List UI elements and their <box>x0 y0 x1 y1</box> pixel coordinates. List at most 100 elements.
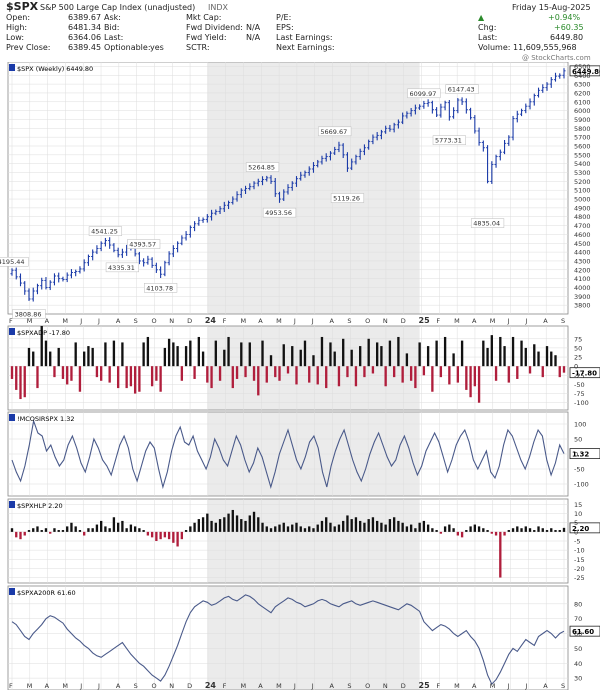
positive-bar <box>176 346 179 367</box>
negative-bar <box>49 531 52 534</box>
y-tick-label: 4900 <box>574 204 591 212</box>
y-tick-label: 4700 <box>574 222 591 230</box>
positive-bar <box>418 522 421 532</box>
positive-bar <box>201 351 205 367</box>
price-annotation-box <box>12 309 46 319</box>
chg-value: +60.35 <box>554 23 584 32</box>
price-annotation-box <box>432 135 466 145</box>
y-tick-label: 5400 <box>574 160 591 168</box>
x-tick-label: M <box>276 317 282 325</box>
positive-bar <box>184 530 188 532</box>
negative-bar <box>23 366 26 398</box>
negative-bar <box>422 366 426 376</box>
x-tick-label: F <box>223 317 227 325</box>
positive-bar <box>342 520 345 532</box>
positive-bar <box>278 524 281 532</box>
price-annotation-box <box>330 193 365 203</box>
positive-bar <box>367 519 370 532</box>
positive-bar <box>40 530 43 532</box>
positive-bar <box>231 509 234 532</box>
price-annotation: 5669.67 <box>320 128 347 136</box>
x-tick-label: A <box>116 682 121 690</box>
positive-bar <box>346 515 349 532</box>
positive-bar <box>443 526 447 532</box>
x-tick-label: 24 <box>205 316 217 325</box>
negative-bar <box>244 366 247 378</box>
positive-bar <box>44 340 48 367</box>
panel-title: !MCOSIRSPX 1.32 <box>17 415 74 423</box>
y-tick-label: 4000 <box>574 284 591 292</box>
negative-bar <box>61 366 65 379</box>
positive-bar <box>426 524 430 532</box>
negative-bar <box>477 366 481 403</box>
negative-bar <box>494 366 498 381</box>
negative-bar <box>150 366 154 387</box>
price-annotation-box <box>105 262 140 273</box>
last-value-badge <box>569 625 600 637</box>
positive-bar <box>545 530 549 532</box>
y-tick-label: -25 <box>574 372 585 380</box>
positive-bar <box>240 342 243 367</box>
positive-bar <box>44 528 48 532</box>
negative-bar <box>150 531 154 538</box>
positive-bar <box>61 530 65 532</box>
last-value-label: 2.20 <box>572 525 589 533</box>
negative-bar <box>516 366 519 379</box>
x-tick-label: S <box>561 317 565 325</box>
positive-bar <box>354 517 358 532</box>
positive-bar <box>545 346 549 367</box>
positive-bar <box>240 519 243 532</box>
positive-bar <box>325 517 328 532</box>
negative-bar <box>83 531 86 536</box>
negative-bar <box>66 366 69 385</box>
negative-bar <box>503 531 506 536</box>
x-tick-label: A <box>258 682 263 690</box>
y-tick-label: 50 <box>574 436 582 444</box>
positive-bar <box>201 517 205 532</box>
negative-bar <box>53 366 56 378</box>
positive-bar <box>312 528 315 532</box>
y-tick-label: 0 <box>574 528 578 536</box>
negative-bar <box>210 366 213 389</box>
negative-bar <box>176 531 179 547</box>
negative-bar <box>218 366 222 381</box>
positive-bar <box>235 515 239 532</box>
negative-bar <box>129 366 133 387</box>
field-label: Mkt Cap: <box>186 13 222 22</box>
positive-bar <box>435 340 438 367</box>
year-shade <box>207 586 420 690</box>
negative-bar <box>95 366 99 378</box>
negative-bar <box>155 366 158 381</box>
x-tick-label: J <box>97 317 100 325</box>
positive-bar <box>53 528 56 532</box>
x-tick-label: J <box>79 317 82 325</box>
negative-bar <box>308 366 311 383</box>
x-tick-label: J <box>524 317 527 325</box>
negative-bar <box>337 366 341 387</box>
negative-bar <box>146 531 150 536</box>
positive-bar <box>392 517 396 532</box>
x-tick-label: D <box>187 682 192 690</box>
positive-bar <box>443 336 447 367</box>
positive-bar <box>274 526 277 532</box>
negative-bar <box>23 531 26 536</box>
positive-bar <box>104 526 107 532</box>
positive-bar <box>511 336 515 367</box>
last-value-badge <box>569 448 600 460</box>
last-value-label: 1.32 <box>572 451 589 459</box>
positive-bar <box>142 342 145 367</box>
last-value-label: 6449.80 <box>572 68 600 76</box>
panel-title: $SPXA200R 61.60 <box>17 589 76 597</box>
field-label: Prev Close: <box>6 43 51 52</box>
positive-bar <box>108 528 111 532</box>
y-tick-label: -100 <box>574 399 589 407</box>
price-annotation-box <box>0 256 29 267</box>
negative-bar <box>448 366 451 385</box>
field-label: Ask: <box>104 13 121 22</box>
negative-bar <box>159 366 162 392</box>
y-tick-label: 4300 <box>574 257 591 265</box>
positive-bar <box>524 347 527 367</box>
price-annotation-box <box>88 226 123 236</box>
price-annotation: 4335.31 <box>108 264 135 272</box>
negative-bar <box>10 366 14 379</box>
